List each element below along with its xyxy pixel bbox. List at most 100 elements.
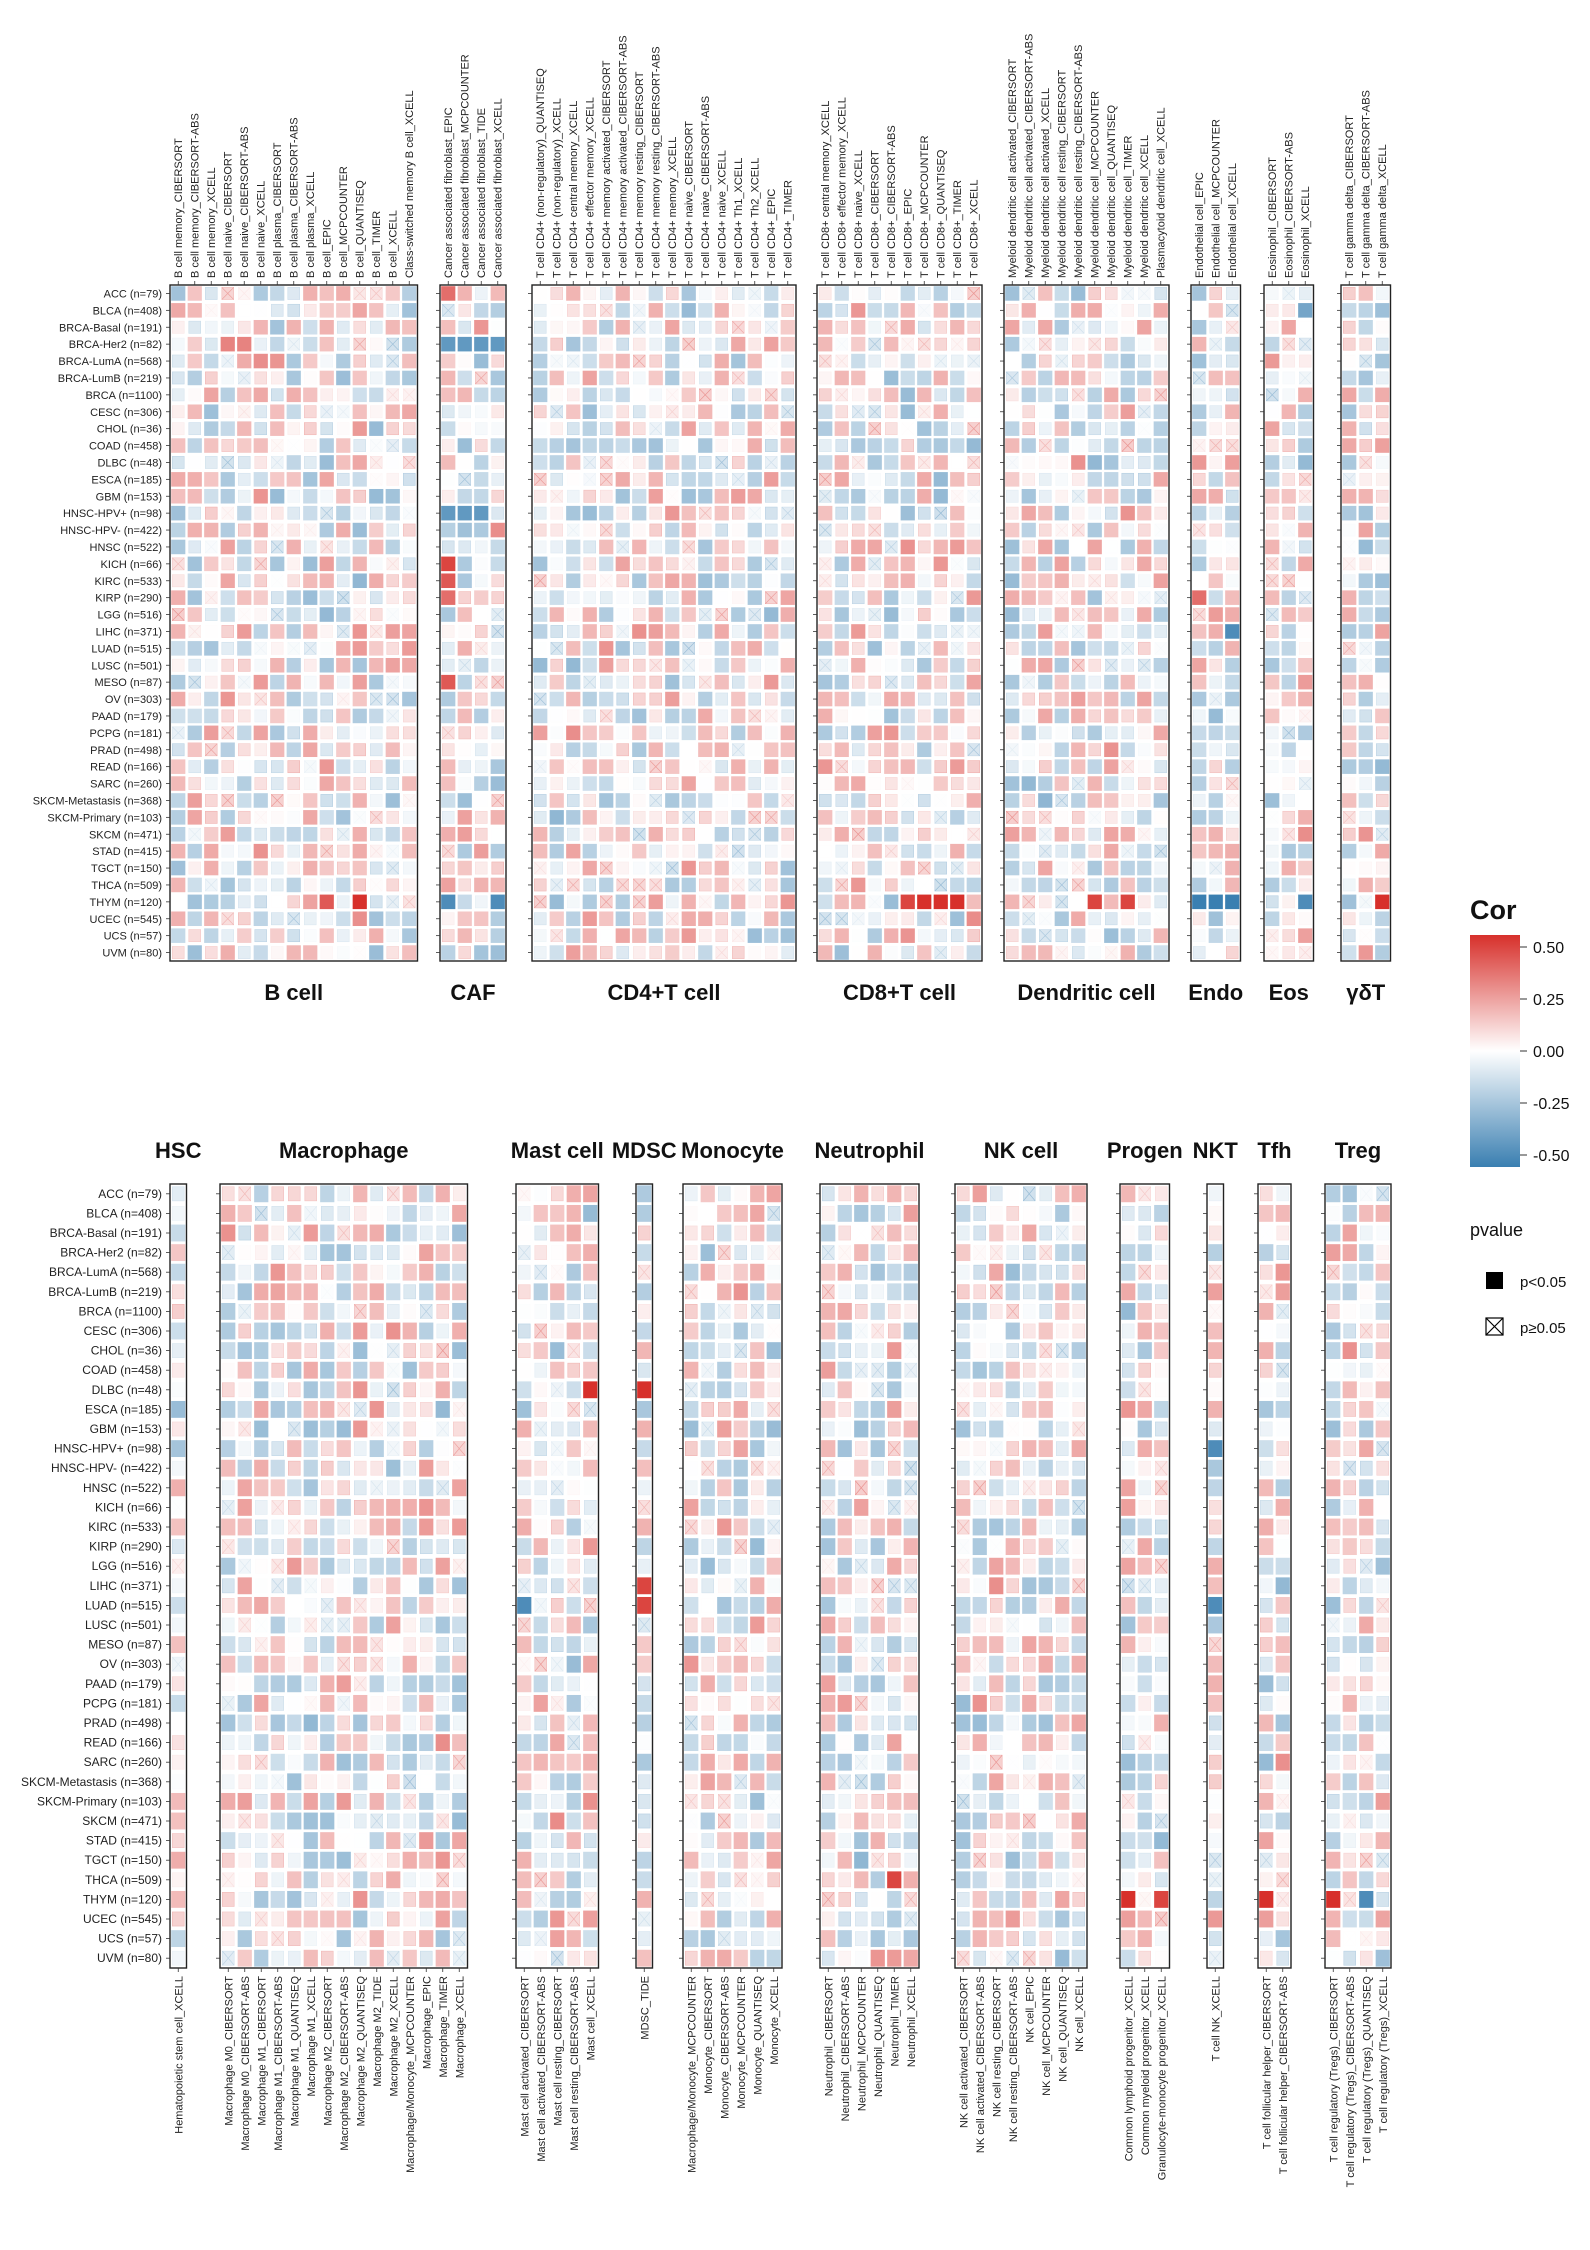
heatmap-cell bbox=[187, 810, 202, 825]
heatmap-cell bbox=[1137, 624, 1152, 639]
heatmap-cell bbox=[734, 1304, 747, 1319]
heatmap-cell bbox=[966, 894, 981, 910]
heatmap-cell bbox=[818, 894, 833, 910]
nonsig-cross-mark bbox=[666, 405, 679, 419]
heatmap-cell bbox=[715, 439, 728, 452]
heatmap-cell bbox=[750, 1616, 765, 1634]
heatmap-cell bbox=[747, 573, 762, 589]
heatmap-cell bbox=[648, 911, 663, 927]
heatmap-cell bbox=[188, 540, 201, 554]
heatmap-cell bbox=[352, 860, 367, 876]
heatmap-cell bbox=[222, 1754, 235, 1770]
nonsig-cross-mark bbox=[1121, 642, 1134, 655]
heatmap-cell bbox=[582, 911, 597, 927]
heatmap-cell bbox=[781, 287, 794, 300]
heatmap-cell bbox=[337, 946, 350, 959]
nonsig-cross-mark bbox=[1282, 540, 1295, 554]
heatmap-cell bbox=[551, 1578, 564, 1594]
heatmap-cell bbox=[1038, 505, 1053, 521]
column-label: B cell_QUANTISEQ bbox=[354, 180, 366, 278]
heatmap-cell bbox=[1038, 319, 1053, 335]
heatmap-cell bbox=[933, 421, 948, 436]
heatmap-cell bbox=[237, 1459, 252, 1477]
heatmap-cell bbox=[370, 895, 383, 909]
nonsig-cross-mark bbox=[221, 287, 234, 300]
heatmap-cell bbox=[387, 1245, 400, 1260]
nonsig-cross-mark bbox=[685, 1382, 698, 1398]
heatmap-cell bbox=[304, 1343, 317, 1358]
heatmap-cell bbox=[402, 657, 417, 673]
heatmap-cell bbox=[868, 472, 881, 486]
heatmap-cell bbox=[1359, 912, 1372, 926]
heatmap-cell bbox=[452, 1204, 467, 1222]
heatmap-cell bbox=[458, 726, 471, 740]
nonsig-cross-mark bbox=[518, 1245, 531, 1260]
heatmap-cell bbox=[852, 574, 865, 588]
heatmap-cell bbox=[885, 861, 898, 875]
cancer-label: BRCA (n=1100) bbox=[79, 1304, 163, 1318]
heatmap-cell bbox=[303, 1479, 318, 1497]
heatmap-cell bbox=[270, 742, 285, 758]
heatmap-cell bbox=[666, 827, 679, 841]
heatmap-cell bbox=[566, 1596, 581, 1614]
nonsig-cross-mark bbox=[222, 1950, 235, 1966]
nonsig-cross-mark bbox=[387, 1441, 400, 1456]
heatmap-cell bbox=[584, 1558, 597, 1574]
heatmap-cell bbox=[934, 591, 947, 605]
heatmap-cell bbox=[1088, 929, 1101, 943]
heatmap-cell bbox=[353, 743, 366, 757]
heatmap-cell bbox=[1153, 455, 1168, 470]
heatmap-cell bbox=[582, 928, 597, 943]
nonsig-cross-mark bbox=[221, 794, 234, 807]
nonsig-cross-mark bbox=[238, 405, 251, 419]
heatmap-cell bbox=[370, 371, 383, 385]
heatmap-cell bbox=[1038, 674, 1053, 690]
heatmap-cell bbox=[534, 878, 547, 892]
heatmap-cell bbox=[684, 1655, 699, 1673]
heatmap-cell bbox=[1358, 488, 1373, 504]
nonsig-cross-mark bbox=[370, 878, 383, 892]
heatmap-cell bbox=[734, 1794, 747, 1809]
heatmap-cell bbox=[1006, 303, 1019, 317]
nonsig-cross-mark bbox=[337, 1617, 350, 1633]
nonsig-cross-mark bbox=[255, 1637, 268, 1652]
heatmap-cell bbox=[818, 641, 833, 656]
heatmap-cell bbox=[665, 370, 680, 386]
heatmap-cell bbox=[698, 573, 713, 589]
heatmap-cell bbox=[420, 1754, 433, 1770]
heatmap-cell bbox=[534, 1852, 547, 1868]
heatmap-cell bbox=[567, 794, 580, 807]
column-label-group: T cell CD4+ memory_XCELL bbox=[667, 137, 679, 285]
heatmap-cell bbox=[1282, 794, 1295, 807]
heatmap-cell bbox=[852, 388, 865, 402]
panel-frame bbox=[1003, 284, 1170, 962]
nonsig-cross-mark bbox=[337, 405, 350, 419]
heatmap-cell bbox=[352, 911, 367, 927]
nonsig-cross-mark bbox=[534, 1598, 547, 1613]
cancer-row-labels: ACC (n=79)BLCA (n=408)BRCA-Basal (n=191)… bbox=[33, 288, 162, 959]
heatmap-cell bbox=[933, 438, 948, 453]
heatmap-cell bbox=[747, 438, 762, 453]
heatmap-cell bbox=[1039, 523, 1052, 537]
heatmap-cell bbox=[566, 810, 581, 825]
heatmap-cell bbox=[171, 539, 186, 555]
heatmap-cell bbox=[566, 573, 581, 589]
heatmap-cell bbox=[1021, 522, 1036, 538]
heatmap-cell bbox=[490, 843, 505, 859]
heatmap-cell bbox=[237, 438, 252, 453]
nonsig-cross-mark bbox=[534, 1421, 547, 1437]
heatmap-cell bbox=[764, 759, 779, 774]
heatmap-cell bbox=[441, 759, 456, 774]
heatmap-cell bbox=[534, 1480, 547, 1496]
heatmap-cell bbox=[220, 674, 235, 690]
heatmap-cell bbox=[1375, 303, 1390, 318]
heatmap-cell bbox=[1265, 657, 1280, 673]
heatmap-cell bbox=[303, 505, 318, 521]
nonsig-cross-mark bbox=[819, 489, 832, 503]
heatmap-cell bbox=[917, 725, 932, 741]
heatmap-cell bbox=[549, 793, 564, 808]
heatmap-cell bbox=[1299, 625, 1312, 638]
heatmap-cell bbox=[637, 1655, 652, 1673]
heatmap-cell bbox=[599, 539, 614, 555]
heatmap-cell bbox=[171, 877, 186, 893]
